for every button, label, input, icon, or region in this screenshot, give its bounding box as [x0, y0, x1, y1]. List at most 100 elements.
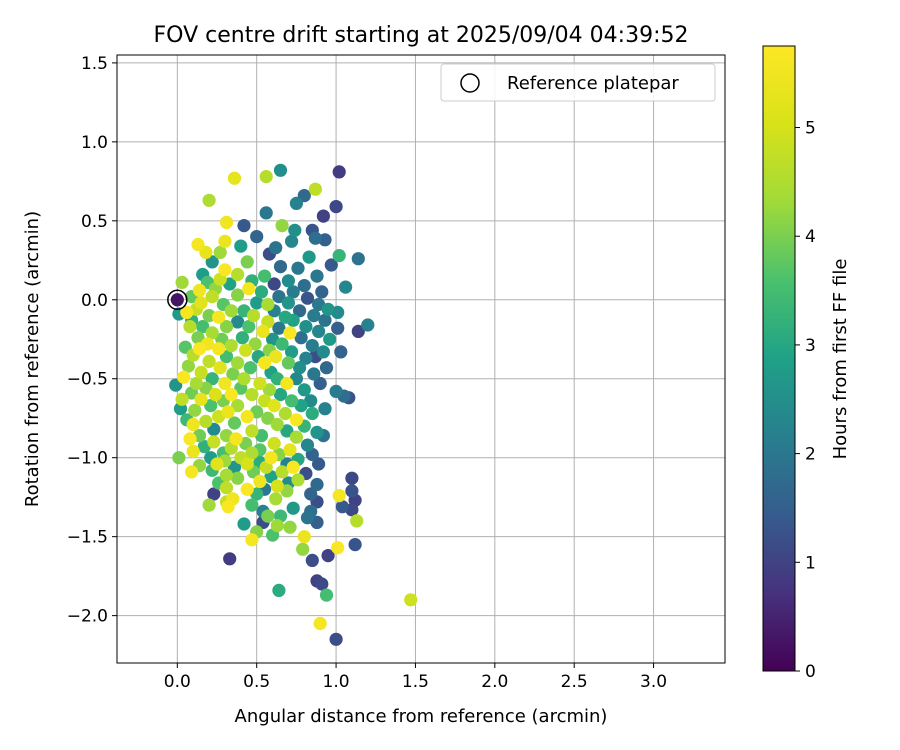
data-point: [285, 394, 299, 408]
data-point: [272, 290, 286, 304]
data-point: [300, 511, 315, 525]
data-point: [261, 297, 275, 312]
data-point: [246, 309, 261, 323]
data-point: [248, 337, 262, 351]
data-point: [235, 331, 249, 345]
data-point: [339, 280, 353, 294]
data-point: [293, 304, 307, 318]
plot-frame: [116, 54, 726, 664]
data-point: [219, 468, 234, 482]
data-point: [240, 457, 254, 471]
data-point: [332, 165, 346, 179]
data-point: [331, 321, 345, 335]
data-point: [242, 320, 256, 334]
data-point: [321, 302, 335, 316]
colorbar-tick-label: 0: [805, 662, 816, 682]
x-tick-label: 2.0: [481, 672, 508, 692]
data-point: [258, 356, 272, 370]
data-point: [183, 432, 197, 446]
x-axis-label: Angular distance from reference (arcmin): [235, 706, 608, 727]
data-point: [231, 471, 245, 485]
data-point: [285, 345, 299, 359]
data-point: [175, 275, 189, 289]
data-point: [254, 285, 269, 299]
data-point: [329, 200, 343, 214]
colorbar-label: Hours from first FF file: [830, 259, 851, 460]
y-tick-label: 0.5: [81, 212, 108, 232]
data-point: [275, 465, 289, 479]
data-point: [270, 417, 284, 432]
data-point: [223, 552, 237, 566]
data-point: [312, 324, 326, 338]
data-point: [291, 261, 305, 275]
data-point: [289, 430, 303, 444]
data-point: [204, 399, 218, 413]
data-point: [310, 425, 324, 439]
data-point: [192, 283, 207, 297]
data-point: [194, 392, 208, 406]
data-point: [267, 277, 281, 291]
data-point: [226, 367, 240, 381]
data-point: [212, 310, 226, 324]
data-point: [281, 274, 295, 288]
data-point: [250, 296, 264, 310]
data-point: [318, 402, 332, 416]
data-point: [331, 541, 345, 555]
data-point: [304, 487, 318, 501]
data-point: [316, 345, 330, 359]
legend-box: [440, 63, 716, 102]
data-point: [202, 193, 216, 207]
data-point: [202, 498, 216, 512]
data-point: [404, 593, 418, 607]
data-point: [186, 444, 200, 458]
data-point: [219, 481, 234, 495]
colorbar-tick-label: 1: [805, 553, 816, 573]
data-point: [175, 392, 189, 406]
data-point: [191, 331, 205, 345]
colorbar: 0 1 2 3 4 5 Hours from first FF file: [762, 45, 851, 682]
data-point: [183, 320, 197, 334]
data-point: [219, 215, 234, 229]
data-point: [323, 332, 337, 346]
data-point: [231, 267, 245, 282]
colorbar-ticks: 0 1 2 3 4 5: [795, 119, 816, 682]
data-point: [273, 387, 288, 402]
data-point: [267, 399, 281, 413]
data-point: [313, 616, 327, 631]
data-point: [283, 326, 297, 340]
data-point: [224, 304, 238, 318]
data-point: [245, 498, 259, 512]
data-point: [350, 514, 364, 528]
data-point: [312, 457, 326, 471]
data-point: [267, 436, 281, 451]
data-point: [319, 588, 334, 602]
data-point: [318, 313, 332, 327]
data-point: [332, 249, 346, 263]
data-points: [169, 163, 418, 646]
data-point: [205, 326, 219, 340]
data-point: [219, 320, 234, 334]
y-tick-label: 0.0: [81, 291, 108, 311]
data-point: [272, 321, 286, 335]
x-tick-label: 3.0: [640, 672, 667, 692]
legend-reference-marker: [460, 73, 480, 93]
data-point: [269, 492, 283, 506]
data-point: [194, 296, 208, 310]
data-point: [351, 252, 365, 266]
data-point: [348, 538, 362, 552]
data-point: [334, 345, 348, 359]
y-tick-label: −2.0: [67, 607, 108, 627]
data-point: [224, 387, 238, 402]
data-point: [231, 288, 245, 302]
y-tick-label: −1.5: [67, 528, 108, 548]
data-point: [329, 384, 343, 398]
data-point: [283, 520, 297, 534]
x-tick-label: 0.0: [164, 672, 191, 692]
data-point: [210, 457, 224, 471]
data-point: [231, 315, 245, 329]
data-point: [321, 549, 335, 563]
data-point: [261, 509, 275, 523]
data-point: [275, 219, 289, 233]
data-point: [205, 255, 219, 269]
